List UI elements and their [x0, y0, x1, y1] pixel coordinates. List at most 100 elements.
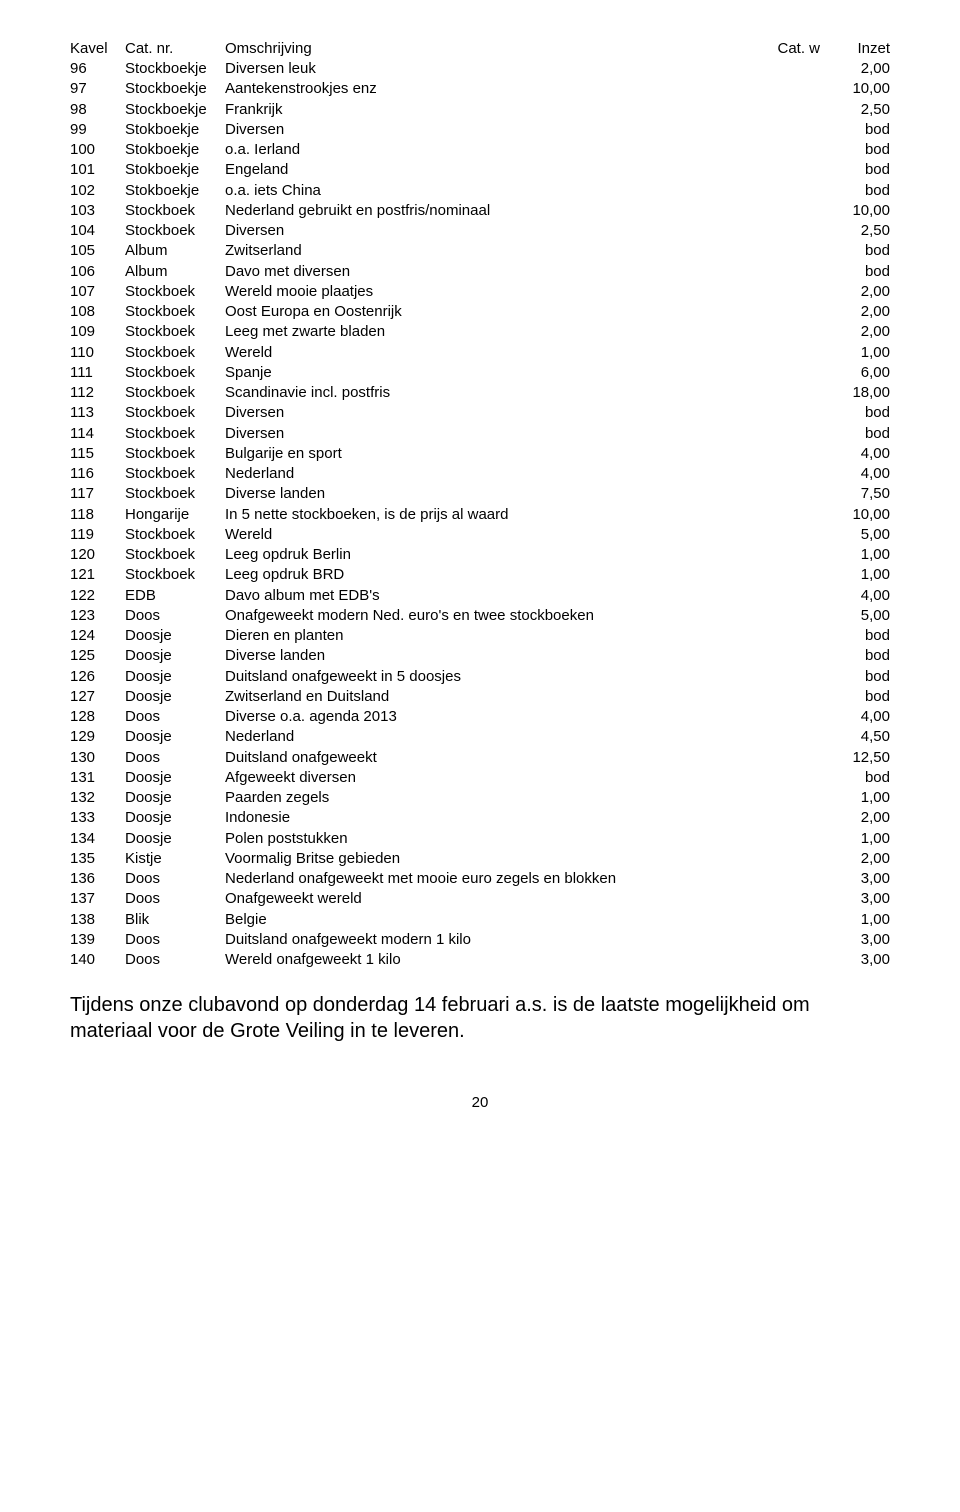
- cell-price: 2,00: [830, 808, 890, 828]
- cell-cat-w: [750, 626, 830, 646]
- cell-cat-w: [750, 788, 830, 808]
- cell-kavel: 132: [70, 788, 125, 808]
- cell-kavel: 126: [70, 667, 125, 687]
- cell-cat-w: [750, 181, 830, 201]
- cell-description: Indonesie: [225, 808, 750, 828]
- cell-kavel: 131: [70, 768, 125, 788]
- cell-price: 2,00: [830, 302, 890, 322]
- cell-cat-w: [750, 120, 830, 140]
- cell-description: Davo album met EDB's: [225, 586, 750, 606]
- header-cat-w: Cat. w: [750, 40, 830, 57]
- cell-price: 10,00: [830, 201, 890, 221]
- cell-description: Duitsland onafgeweekt: [225, 748, 750, 768]
- cell-description: Diverse landen: [225, 484, 750, 504]
- cell-kavel: 137: [70, 889, 125, 909]
- cell-kavel: 133: [70, 808, 125, 828]
- page-number: 20: [70, 1094, 890, 1111]
- cell-category: Stockboek: [125, 282, 225, 302]
- cell-price: 10,00: [830, 79, 890, 99]
- cell-price: 4,50: [830, 727, 890, 747]
- cell-kavel: 139: [70, 930, 125, 950]
- cell-cat-w: [750, 748, 830, 768]
- cell-cat-w: [750, 363, 830, 383]
- cell-category: EDB: [125, 586, 225, 606]
- cell-category: Stockboek: [125, 545, 225, 565]
- cell-price: 7,50: [830, 484, 890, 504]
- cell-price: 2,00: [830, 322, 890, 342]
- cell-price: bod: [830, 140, 890, 160]
- cell-category: Stokboekje: [125, 181, 225, 201]
- cell-cat-w: [750, 444, 830, 464]
- cell-description: Diversen: [225, 221, 750, 241]
- cell-kavel: 138: [70, 910, 125, 930]
- cell-description: Leeg met zwarte bladen: [225, 322, 750, 342]
- cell-price: 2,50: [830, 100, 890, 120]
- cell-price: 1,00: [830, 545, 890, 565]
- cell-cat-w: [750, 727, 830, 747]
- cell-cat-w: [750, 869, 830, 889]
- cell-kavel: 127: [70, 687, 125, 707]
- table-row: 127DoosjeZwitserland en Duitslandbod: [70, 687, 890, 707]
- cell-kavel: 109: [70, 322, 125, 342]
- cell-description: o.a. Ierland: [225, 140, 750, 160]
- cell-cat-w: [750, 768, 830, 788]
- cell-category: Stockboek: [125, 201, 225, 221]
- table-row: 137DoosOnafgeweekt wereld3,00: [70, 889, 890, 909]
- cell-kavel: 140: [70, 950, 125, 970]
- cell-price: 3,00: [830, 930, 890, 950]
- cell-kavel: 101: [70, 160, 125, 180]
- cell-category: Doosje: [125, 667, 225, 687]
- table-row: 115StockboekBulgarije en sport4,00: [70, 444, 890, 464]
- cell-price: 3,00: [830, 889, 890, 909]
- cell-cat-w: [750, 160, 830, 180]
- cell-category: Blik: [125, 910, 225, 930]
- cell-cat-w: [750, 930, 830, 950]
- cell-kavel: 107: [70, 282, 125, 302]
- cell-kavel: 99: [70, 120, 125, 140]
- cell-description: Frankrijk: [225, 100, 750, 120]
- table-row: 139DoosDuitsland onafgeweekt modern 1 ki…: [70, 930, 890, 950]
- cell-category: Stockboek: [125, 322, 225, 342]
- table-row: 106AlbumDavo met diversenbod: [70, 262, 890, 282]
- table-row: 110StockboekWereld1,00: [70, 343, 890, 363]
- cell-description: Leeg opdruk BRD: [225, 565, 750, 585]
- cell-category: Doosje: [125, 646, 225, 666]
- cell-cat-w: [750, 201, 830, 221]
- cell-price: bod: [830, 403, 890, 423]
- cell-price: 2,50: [830, 221, 890, 241]
- cell-category: Stockboek: [125, 484, 225, 504]
- cell-price: bod: [830, 241, 890, 261]
- cell-price: bod: [830, 181, 890, 201]
- cell-price: 3,00: [830, 950, 890, 970]
- cell-cat-w: [750, 302, 830, 322]
- cell-category: Stockboek: [125, 565, 225, 585]
- cell-description: Spanje: [225, 363, 750, 383]
- table-row: 126DoosjeDuitsland onafgeweekt in 5 doos…: [70, 667, 890, 687]
- cell-description: Onafgeweekt wereld: [225, 889, 750, 909]
- table-row: 138BlikBelgie1,00: [70, 910, 890, 930]
- cell-kavel: 124: [70, 626, 125, 646]
- cell-cat-w: [750, 950, 830, 970]
- cell-cat-w: [750, 808, 830, 828]
- cell-category: Stockboekje: [125, 100, 225, 120]
- cell-description: Afgeweekt diversen: [225, 768, 750, 788]
- cell-price: 1,00: [830, 565, 890, 585]
- cell-price: bod: [830, 424, 890, 444]
- cell-kavel: 112: [70, 383, 125, 403]
- cell-kavel: 116: [70, 464, 125, 484]
- cell-kavel: 129: [70, 727, 125, 747]
- table-row: 116StockboekNederland4,00: [70, 464, 890, 484]
- cell-category: Doosje: [125, 829, 225, 849]
- cell-kavel: 106: [70, 262, 125, 282]
- cell-kavel: 103: [70, 201, 125, 221]
- cell-description: Oost Europa en Oostenrijk: [225, 302, 750, 322]
- cell-category: Stokboekje: [125, 120, 225, 140]
- cell-category: Stockboek: [125, 363, 225, 383]
- table-row: 119StockboekWereld5,00: [70, 525, 890, 545]
- cell-cat-w: [750, 484, 830, 504]
- table-row: 100Stokboekjeo.a. Ierlandbod: [70, 140, 890, 160]
- cell-category: Doos: [125, 707, 225, 727]
- table-row: 122EDBDavo album met EDB's4,00: [70, 586, 890, 606]
- cell-description: Wereld: [225, 343, 750, 363]
- cell-price: 5,00: [830, 525, 890, 545]
